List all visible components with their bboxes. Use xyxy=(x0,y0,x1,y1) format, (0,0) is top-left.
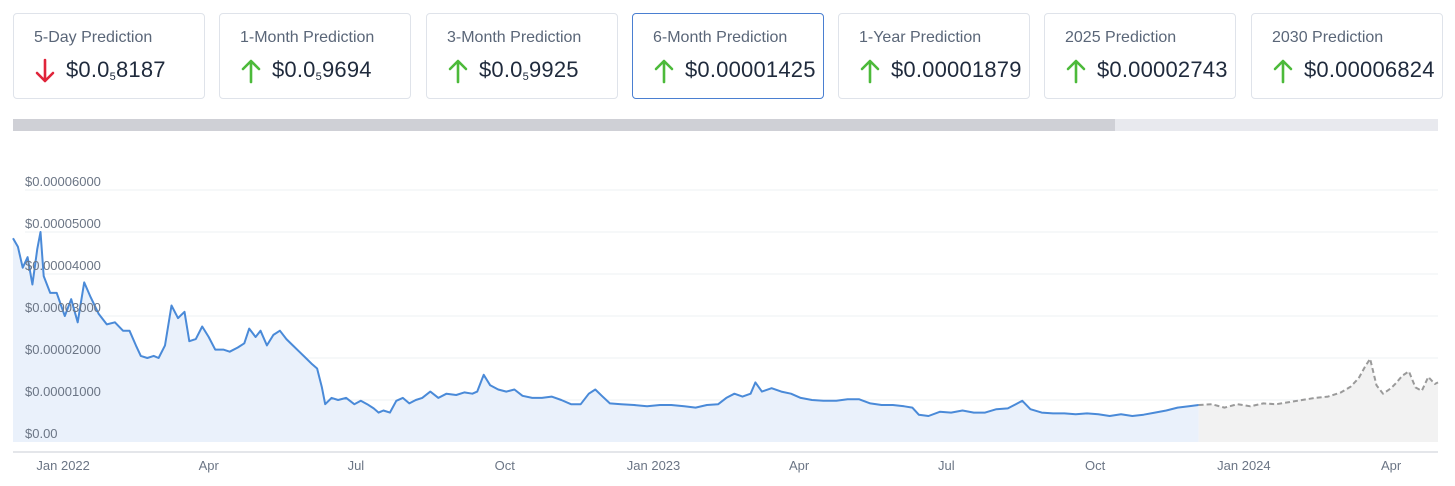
value-prefix: $0.0 xyxy=(66,57,110,82)
value-suffix: 9694 xyxy=(321,57,372,82)
y-tick-label: $0.00004000 xyxy=(25,258,101,273)
prediction-card-5[interactable]: 2025 Prediction $0.00002743 xyxy=(1044,13,1236,99)
prediction-card-label: 1-Month Prediction xyxy=(240,29,375,46)
prediction-card-label: 5-Day Prediction xyxy=(34,29,153,46)
x-tick-label: Jan 2023 xyxy=(627,458,681,473)
prediction-card-value: $0.058187 xyxy=(66,57,166,83)
prediction-cards: 5-Day Prediction $0.058187 1-Month Predict… xyxy=(0,0,1455,110)
prediction-card-label: 2025 Prediction xyxy=(1065,29,1177,46)
prediction-card-2[interactable]: 3-Month Prediction $0.059925 xyxy=(426,13,618,99)
y-tick-label: $0.00001000 xyxy=(25,384,101,399)
value-prefix: $0.0 xyxy=(479,57,523,82)
x-tick-label: Oct xyxy=(1085,458,1106,473)
prediction-line xyxy=(1198,357,1439,409)
arrow-up-icon xyxy=(241,59,261,84)
price-chart: $0.00 $0.00001000 $0.00002000 $0.00003000 $0… xyxy=(12,174,1439,473)
y-tick-label: $0.00002000 xyxy=(25,342,101,357)
value-suffix: 9925 xyxy=(528,57,579,82)
y-tick-label: $0.00003000 xyxy=(25,300,101,315)
arrow-up-icon xyxy=(654,59,674,84)
value-prefix: $0.00006824 xyxy=(1304,57,1435,82)
x-axis: Jan 2022 Apr Jul Oct Jan 2023 Apr Jul Oct Jan 20… xyxy=(13,451,1438,473)
chart-lines xyxy=(12,231,1439,417)
arrow-up-icon xyxy=(1066,59,1086,84)
prediction-card-value: $0.00001425 xyxy=(685,57,816,83)
value-zero-count: 5 xyxy=(315,71,322,83)
value-prefix: $0.00001425 xyxy=(685,57,816,82)
prediction-card-0[interactable]: 5-Day Prediction $0.058187 xyxy=(13,13,205,99)
value-prefix: $0.00002743 xyxy=(1097,57,1228,82)
prediction-card-label: 6-Month Prediction xyxy=(653,29,788,46)
x-tick-label: Oct xyxy=(495,458,516,473)
price-history-line xyxy=(12,231,1199,417)
x-tick-label: Apr xyxy=(1381,458,1402,473)
prediction-card-value: $0.00001879 xyxy=(891,57,1022,83)
prediction-card-6[interactable]: 2030 Prediction $0.00006824 xyxy=(1251,13,1443,99)
x-tick-label: Jul xyxy=(348,458,365,473)
prediction-card-label: 3-Month Prediction xyxy=(447,29,582,46)
arrow-up-icon xyxy=(860,59,880,84)
x-tick-label: Jan 2024 xyxy=(1217,458,1271,473)
x-tick-label: Jan 2022 xyxy=(36,458,90,473)
prediction-card-value: $0.00006824 xyxy=(1304,57,1435,83)
x-tick-label: Apr xyxy=(199,458,220,473)
prediction-card-label: 1-Year Prediction xyxy=(859,29,982,46)
arrow-up-icon xyxy=(1273,59,1293,84)
prediction-card-3[interactable]: 6-Month Prediction $0.00001425 xyxy=(632,13,824,99)
horizontal-scrollbar[interactable] xyxy=(13,119,1438,131)
y-tick-label: $0.00 xyxy=(25,426,58,441)
scrollbar-thumb[interactable] xyxy=(13,119,1115,131)
prediction-card-value: $0.00002743 xyxy=(1097,57,1228,83)
prediction-card-label: 2030 Prediction xyxy=(1272,29,1384,46)
x-tick-label: Jul xyxy=(938,458,955,473)
arrow-up-icon xyxy=(448,59,468,84)
arrow-down-icon xyxy=(35,58,55,83)
y-axis: $0.00 $0.00001000 $0.00002000 $0.00003000 $0… xyxy=(25,174,101,441)
value-zero-count: 5 xyxy=(522,71,529,83)
value-prefix: $0.00001879 xyxy=(891,57,1022,82)
y-tick-label: $0.00005000 xyxy=(25,216,101,231)
prediction-card-value: $0.059694 xyxy=(272,57,372,83)
prediction-area xyxy=(1198,358,1438,442)
prediction-card-value: $0.059925 xyxy=(479,57,579,83)
chart-areas xyxy=(13,232,1438,442)
value-zero-count: 5 xyxy=(109,71,116,83)
y-tick-label: $0.00006000 xyxy=(25,174,101,189)
value-prefix: $0.0 xyxy=(272,57,316,82)
x-tick-label: Apr xyxy=(789,458,810,473)
value-suffix: 8187 xyxy=(115,57,166,82)
history-area xyxy=(13,232,1199,442)
prediction-card-1[interactable]: 1-Month Prediction $0.059694 xyxy=(219,13,411,99)
prediction-card-4[interactable]: 1-Year Prediction $0.00001879 xyxy=(838,13,1030,99)
